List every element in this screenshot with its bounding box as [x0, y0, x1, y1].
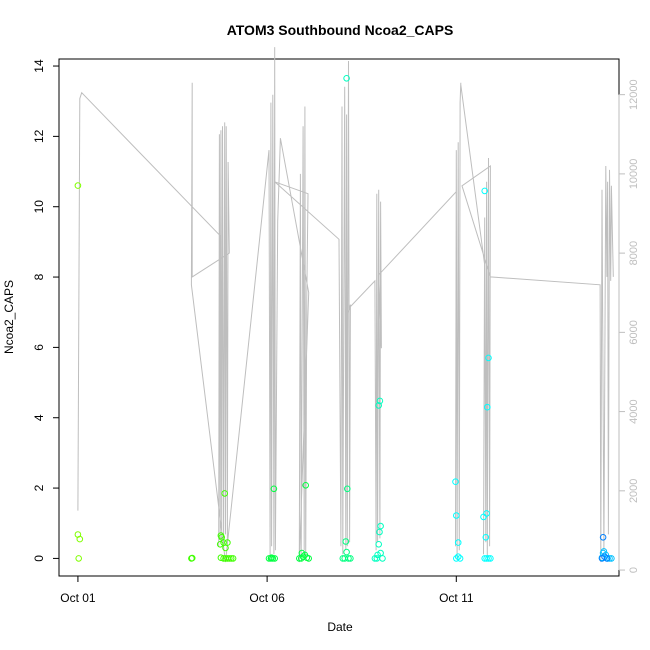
data-point [302, 482, 310, 489]
data-point [74, 182, 82, 189]
data-point [216, 541, 224, 548]
data-point [379, 555, 386, 562]
data-point [454, 539, 462, 546]
secondary-series-line [77, 47, 614, 563]
data-point [227, 555, 235, 562]
points-layer [74, 75, 615, 562]
y2-tick-label: 2000 [628, 479, 640, 503]
x-tick-label: Oct 01 [60, 591, 96, 605]
data-point [75, 555, 82, 562]
data-point [453, 555, 460, 562]
data-point [484, 403, 491, 411]
y2-tick-label: 10000 [628, 159, 640, 190]
data-point [224, 539, 231, 546]
data-point [271, 555, 279, 562]
data-point [485, 555, 492, 562]
data-point [487, 555, 494, 562]
data-point [608, 555, 615, 562]
y-tick-label: 4 [32, 414, 46, 421]
data-point [456, 555, 464, 562]
data-point [270, 485, 278, 493]
axes-layer: 0 2 4 6 8 10 12 14 0 2000 4000 6000 8000 10000 12000 Oc… [32, 59, 640, 605]
x-tick-label: Oct 11 [439, 591, 474, 605]
data-point [267, 555, 275, 562]
y-tick-label: 10 [32, 200, 46, 214]
data-point [375, 541, 383, 548]
data-point [76, 535, 84, 543]
y-tick-label: 8 [32, 273, 46, 280]
x-tick-label: Oct 06 [249, 591, 285, 605]
y2-tick-label: 4000 [628, 399, 640, 423]
data-point [603, 555, 611, 562]
data-point [452, 478, 459, 486]
y2-tick-label: 8000 [628, 241, 640, 265]
secondary-series-layer [77, 47, 614, 563]
data-point [345, 555, 352, 562]
y-tick-label: 6 [32, 344, 46, 351]
data-point [342, 538, 350, 545]
y-tick-label: 14 [32, 59, 46, 73]
data-point [483, 510, 490, 517]
data-point [483, 555, 490, 562]
data-point [343, 75, 350, 82]
x-axis-label: Date [327, 620, 353, 634]
y2-tick-label: 6000 [628, 320, 640, 344]
data-point [217, 554, 225, 562]
y2-tick-label: 12000 [628, 79, 640, 110]
data-point [343, 548, 350, 556]
data-point [305, 555, 313, 562]
data-point [485, 354, 492, 362]
data-point [229, 555, 237, 562]
y-tick-label: 12 [32, 129, 46, 143]
data-point [482, 534, 490, 541]
y-tick-label: 2 [32, 484, 46, 491]
data-point [347, 555, 354, 562]
y-axis-label: Ncoa2_CAPS [2, 280, 16, 354]
data-point [269, 555, 277, 562]
data-point [453, 512, 460, 519]
chart-title: ATOM3 Southbound Ncoa2_CAPS [227, 22, 454, 38]
data-point [377, 522, 384, 530]
y2-tick-label: 0 [628, 567, 640, 573]
y-tick-label: 0 [32, 555, 46, 562]
data-point [599, 534, 607, 541]
data-point [344, 485, 351, 493]
data-point [454, 553, 462, 561]
data-point [602, 551, 610, 559]
data-point [376, 397, 384, 405]
data-point [188, 554, 196, 562]
data-point [221, 490, 228, 497]
data-point [296, 555, 303, 562]
data-point [376, 528, 383, 536]
data-point [226, 555, 233, 562]
data-point [481, 187, 489, 195]
data-point [375, 402, 383, 409]
